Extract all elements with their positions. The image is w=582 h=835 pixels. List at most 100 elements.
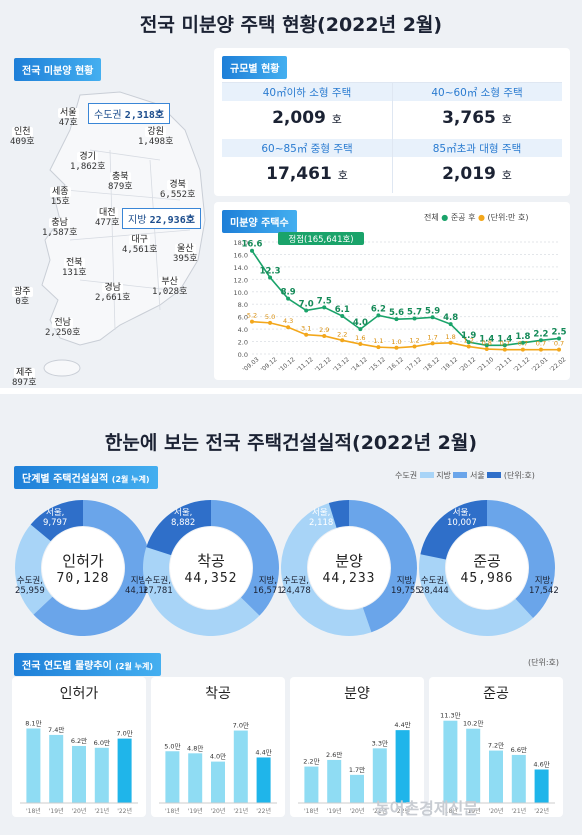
data-label: 0.7 bbox=[536, 340, 546, 348]
bar-label: 10.2만 bbox=[463, 719, 483, 728]
donut-name: 인허가 bbox=[62, 552, 104, 570]
data-point bbox=[448, 322, 453, 327]
data-label: 0.7 bbox=[518, 340, 528, 348]
data-label: 1.2 bbox=[464, 337, 474, 345]
legend-completed-marker: ● bbox=[477, 213, 485, 222]
line-chart-panel: 미분양 주택수 전체 ● 준공 후 ● (단위:만 호) 18.0 16.0 14.… bbox=[214, 202, 570, 380]
data-point bbox=[520, 347, 525, 352]
bar bbox=[489, 750, 503, 803]
donut-capital-label: 수도권, 25,959 bbox=[15, 576, 45, 597]
region-3: 강원 1,498호 bbox=[138, 127, 173, 148]
data-label: 4.8 bbox=[443, 313, 458, 323]
x-tick: '16.12 bbox=[386, 356, 405, 374]
bar-chart-0: 8.1만 '18년 7.4만 '19년 6.2만 '20년 6.0만 '21년 7.0만 '22년 bbox=[20, 718, 138, 815]
x-tick: '21.11 bbox=[494, 356, 513, 374]
bar-category: '22년 bbox=[256, 807, 271, 815]
data-point bbox=[412, 344, 417, 349]
size-panel: 규모별 현황 40㎡이하 소형 주택 40~60㎡ 소형 주택 2,009 호 … bbox=[214, 48, 570, 196]
region-14: 부산 1,028호 bbox=[152, 277, 187, 298]
bar-label: 8.1만 bbox=[25, 718, 41, 727]
series-line-1 bbox=[251, 320, 559, 351]
region-10: 전북 131호 bbox=[62, 258, 87, 279]
region-15: 전남 2,250호 bbox=[45, 318, 80, 339]
region-4: 충북 879호 bbox=[108, 172, 133, 193]
bar-category: '19년 bbox=[188, 807, 203, 815]
donut-total: 45,986 bbox=[460, 571, 514, 586]
region-value: 409호 bbox=[10, 137, 35, 148]
donut-capital-label: 수도권, 24,478 bbox=[281, 576, 311, 597]
data-point bbox=[268, 320, 273, 325]
data-label: 5.0 bbox=[265, 313, 275, 321]
bar-category: '19년 bbox=[466, 807, 481, 815]
donut-local-label: 지방, 19,755 bbox=[391, 576, 421, 597]
region-name: 전북 bbox=[63, 258, 85, 269]
line-legend: 전체 ● 준공 후 ● (단위:만 호) bbox=[424, 213, 529, 222]
data-point bbox=[412, 316, 417, 321]
y-tick: 0.0 bbox=[238, 351, 248, 359]
bar-label: 2.6만 bbox=[326, 750, 342, 759]
data-label: 0.7 bbox=[500, 340, 510, 348]
data-point bbox=[268, 275, 273, 280]
line-chart-tag: 미분양 주택수 bbox=[222, 210, 297, 233]
region-9: 대구 4,561호 bbox=[122, 235, 157, 256]
bar bbox=[466, 728, 481, 803]
bar-category: '18년 bbox=[304, 807, 319, 815]
bar bbox=[233, 730, 248, 803]
data-point bbox=[376, 345, 381, 350]
data-label: 6.2 bbox=[371, 304, 386, 314]
region-value: 4,561호 bbox=[122, 245, 158, 256]
x-tick: '13.12 bbox=[332, 356, 351, 374]
data-point bbox=[250, 319, 254, 324]
bar-panel-3: 준공 11.3만 '18년 10.2만 '19년 7.2만 '20년 6.6만 '21년 4.6만… bbox=[429, 677, 563, 817]
donut-local-label: 지방, 17,542 bbox=[529, 576, 559, 597]
region-1: 인천 409호 bbox=[10, 127, 35, 148]
region-name: 충북 bbox=[109, 172, 131, 183]
donut-seoul-segment bbox=[420, 500, 487, 560]
donut-local-segment bbox=[211, 500, 279, 616]
bar-category: '18년 bbox=[443, 807, 458, 815]
bar-label: 3.3만 bbox=[372, 738, 388, 747]
data-point bbox=[466, 344, 471, 349]
bar-label: 6.0만 bbox=[94, 738, 110, 747]
bar-category: '20년 bbox=[489, 807, 504, 815]
donut-local-segment bbox=[33, 500, 151, 636]
donut-capital-segment bbox=[281, 500, 372, 636]
donut-seoul-segment bbox=[328, 500, 349, 528]
data-label: 7.5 bbox=[317, 296, 332, 306]
data-point bbox=[286, 325, 291, 330]
region-value: 47호 bbox=[58, 118, 78, 129]
region-value: 2,661호 bbox=[95, 293, 131, 304]
donut-seoul-label: 서울, 8,882 bbox=[171, 508, 196, 529]
bar-label: 4.6만 bbox=[533, 759, 549, 768]
donut-name: 착공 bbox=[197, 552, 225, 570]
data-point bbox=[538, 347, 543, 352]
x-tick: '10.12 bbox=[278, 356, 297, 374]
data-label: 0.8 bbox=[482, 339, 492, 347]
donut-center-1: 착공 44,352 bbox=[170, 527, 252, 609]
donut-center-2: 분양 44,233 bbox=[308, 527, 390, 609]
data-label: 1.2 bbox=[409, 337, 419, 345]
donut-1 bbox=[143, 500, 279, 636]
bar-label: 7.4만 bbox=[48, 725, 64, 734]
data-point bbox=[557, 336, 561, 341]
donut-3 bbox=[419, 500, 555, 636]
stage-tag: 단계별 주택건설실적 (2월 누계) bbox=[14, 466, 158, 489]
data-label: 5.2 bbox=[247, 312, 257, 320]
region-name: 서울 bbox=[58, 108, 79, 119]
bar-label: 5.0만 bbox=[164, 741, 180, 750]
bar bbox=[117, 738, 132, 803]
bar bbox=[26, 728, 41, 803]
data-label: 6.1 bbox=[335, 305, 350, 315]
data-point bbox=[484, 343, 489, 348]
region-11: 울산 395호 bbox=[173, 244, 198, 265]
region-name: 광주 bbox=[12, 287, 33, 298]
data-point bbox=[538, 338, 543, 343]
data-point bbox=[286, 296, 291, 301]
bar bbox=[395, 730, 410, 803]
y-tick: 14.0 bbox=[234, 264, 248, 272]
x-tick: '15.12 bbox=[368, 356, 387, 374]
donut-0 bbox=[14, 500, 151, 636]
region-0: 서울 47호 bbox=[58, 108, 79, 129]
bar-chart-1: 5.0만 '18년 4.8만 '19년 4.0만 '20년 7.0만 '21년 4.4만 '22년 bbox=[159, 721, 277, 815]
bar bbox=[350, 774, 364, 803]
